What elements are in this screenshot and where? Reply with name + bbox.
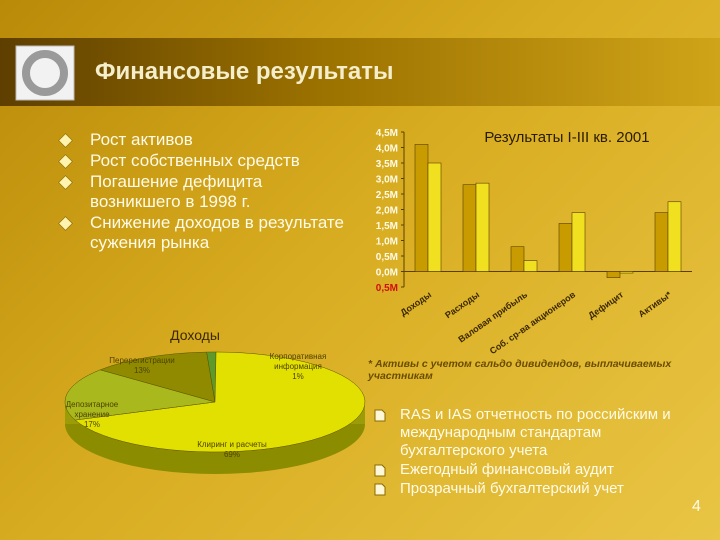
note-icon	[374, 409, 386, 422]
title-band	[0, 38, 720, 106]
pie-label-value: 1%	[292, 372, 304, 381]
x-tick-label: Активы*	[637, 289, 674, 319]
note-icon-shape	[374, 409, 386, 422]
pie-label-name: Депозитарное хранение	[65, 400, 119, 419]
y-tick-label: 1,0M	[376, 237, 398, 248]
x-tick-label: Дефицит	[586, 289, 625, 321]
footnote: * Активы с учетом сальдо дивидендов, вып…	[368, 358, 672, 382]
note-list: RAS и IAS отчетность по российским и меж…	[372, 406, 672, 499]
note-icon-shape	[374, 464, 386, 477]
pie-label: Клиринг и расчеты 69%	[192, 440, 272, 460]
logo-ring	[22, 50, 68, 96]
bullet: Рост собственных средств	[58, 151, 348, 171]
y-tick-label: 3,0M	[376, 175, 398, 186]
pie-slice	[74, 351, 366, 453]
note-icon	[374, 483, 386, 496]
bar	[654, 212, 669, 272]
note-text: Прозрачный бухгалтерский учет	[400, 480, 624, 497]
bar	[414, 144, 429, 272]
bar	[475, 182, 490, 272]
x-tick-label: Расходы	[443, 289, 481, 320]
x-tick-label: Доходы	[398, 289, 433, 318]
y-tick-label: 3,5M	[376, 159, 398, 170]
bullet: Рост активов	[58, 130, 348, 150]
chart-title: Результаты I-III кв. 2001	[484, 129, 649, 146]
bullet-list: Рост активов Рост собственных средств Пога…	[58, 130, 348, 254]
logo	[15, 45, 75, 101]
y-tick-label: 1,5M	[376, 221, 398, 232]
pie-label: Корпоративная информация 1%	[258, 352, 338, 382]
bar	[427, 162, 442, 272]
pie-label-name: Корпоративная информация	[269, 352, 327, 371]
note: Прозрачный бухгалтерский учет	[372, 480, 672, 498]
bar	[523, 260, 538, 272]
y-tick-label: 2,0M	[376, 206, 398, 217]
y-tick-label: 4,0M	[376, 144, 398, 155]
bar	[510, 246, 525, 272]
x-tick-label: Соб. ср-ва акционеров	[488, 289, 578, 356]
bullet: Снижение доходов в результате сужения ры…	[58, 213, 348, 253]
bar	[558, 223, 573, 272]
y-tick-label: 0,5M	[376, 252, 398, 263]
pie-label: Депозитарное хранение 17%	[52, 400, 132, 430]
note: RAS и IAS отчетность по российским и меж…	[372, 406, 672, 460]
note-icon	[374, 464, 386, 477]
bar	[667, 201, 682, 272]
page-number: 4	[692, 498, 701, 515]
pie-slice	[99, 351, 216, 403]
y-tick-label: 2,5M	[376, 190, 398, 201]
pie-label-value: 17%	[83, 420, 100, 429]
y-tick-label: 4,5M	[376, 128, 398, 139]
note-text: RAS и IAS отчетность по российским и меж…	[400, 406, 671, 459]
note-icon-shape	[374, 483, 386, 496]
pie-label-value: 13%	[133, 366, 150, 375]
note-text: Ежегодный финансовый аудит	[400, 461, 615, 478]
bar	[462, 184, 477, 272]
pie-label-value: 69%	[223, 450, 240, 459]
bullet: Погашение дефицита возникшего в 1998 г.	[58, 172, 348, 212]
slide-title: Финансовые результаты	[95, 58, 394, 85]
chart-title: Доходы	[170, 327, 220, 343]
bar	[606, 271, 621, 278]
bar	[571, 212, 586, 272]
note: Ежегодный финансовый аудит	[372, 461, 672, 479]
bar	[619, 271, 634, 274]
y-tick-label: 0,5M	[376, 283, 398, 294]
pie-label: Перерегистрации 13%	[102, 356, 182, 376]
pie-label-name: Клиринг и расчеты	[197, 440, 267, 449]
pie-label-name: Перерегистрации	[109, 356, 175, 365]
y-tick-label: 0,0M	[376, 268, 398, 279]
pie-slice	[64, 369, 216, 421]
